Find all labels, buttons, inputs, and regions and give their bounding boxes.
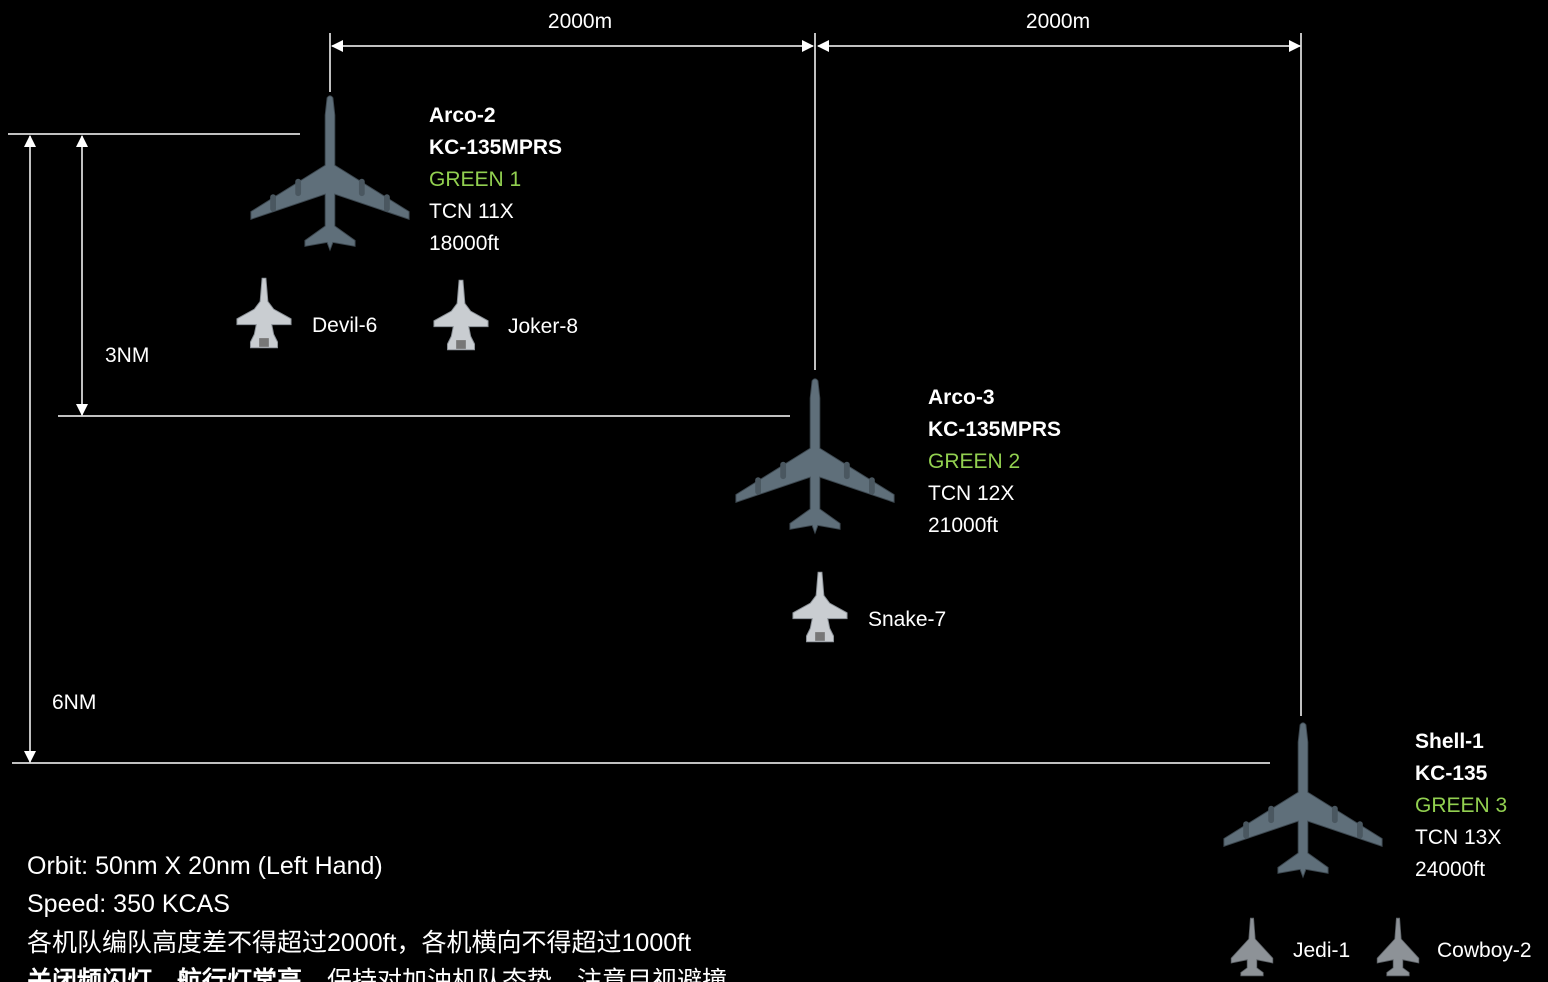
tanker-icon	[250, 95, 410, 251]
aircraft-type: KC-135	[1415, 762, 1488, 785]
tanker-info: Arco-3 KC-135MPRS GREEN 2 TCN 12X 21000f…	[928, 386, 1061, 537]
fighter-icon	[236, 277, 292, 349]
dimension-label: 2000m	[548, 10, 612, 33]
fighter-icon	[792, 571, 848, 643]
tanker-info: Arco-2 KC-135MPRS GREEN 1 TCN 11X 18000f…	[429, 104, 562, 255]
altitude: 21000ft	[928, 514, 998, 537]
fighter-icon	[433, 279, 489, 351]
receiver-label: Devil-6	[312, 314, 377, 337]
channel: GREEN 3	[1415, 794, 1507, 817]
receiver-label: Cowboy-2	[1437, 939, 1532, 962]
fighter-icon	[1376, 917, 1420, 977]
tacan: TCN 11X	[429, 200, 514, 223]
dimension-label: 6NM	[52, 691, 96, 714]
callsign: Arco-2	[429, 104, 496, 127]
tanker-icon	[1223, 722, 1383, 878]
note: Speed: 350 KCAS	[27, 890, 230, 918]
receiver-label: Jedi-1	[1293, 939, 1350, 962]
tanker-info: Shell-1 KC-135 GREEN 3 TCN 13X 24000ft	[1415, 730, 1507, 881]
aircraft-type: KC-135MPRS	[429, 136, 562, 159]
tacan: TCN 13X	[1415, 826, 1501, 849]
tacan: TCN 12X	[928, 482, 1014, 505]
callsign: Shell-1	[1415, 730, 1484, 753]
altitude: 24000ft	[1415, 858, 1485, 881]
fighter-icon	[1230, 917, 1274, 977]
aircraft-type: KC-135MPRS	[928, 418, 1061, 441]
receiver-label: Joker-8	[508, 315, 578, 338]
note: Orbit: 50nm X 20nm (Left Hand)	[27, 852, 383, 880]
receiver-label: Snake-7	[868, 608, 946, 631]
note-text: ，保持对加油机队态势，注意目视避撞	[302, 967, 727, 982]
dimension-label: 3NM	[105, 344, 149, 367]
altitude: 18000ft	[429, 232, 499, 255]
channel: GREEN 2	[928, 450, 1020, 473]
channel: GREEN 1	[429, 168, 521, 191]
dimension-label: 2000m	[1026, 10, 1090, 33]
tanker-icon	[735, 378, 895, 534]
note: 关闭频闪灯，航行灯常亮，保持对加油机队态势，注意目视避撞	[27, 966, 727, 982]
note-emphasis: 关闭频闪灯，航行灯常亮	[27, 966, 302, 982]
note: 各机队编队高度差不得超过2000ft，各机横向不得超过1000ft	[27, 929, 691, 957]
callsign: Arco-3	[928, 386, 995, 409]
